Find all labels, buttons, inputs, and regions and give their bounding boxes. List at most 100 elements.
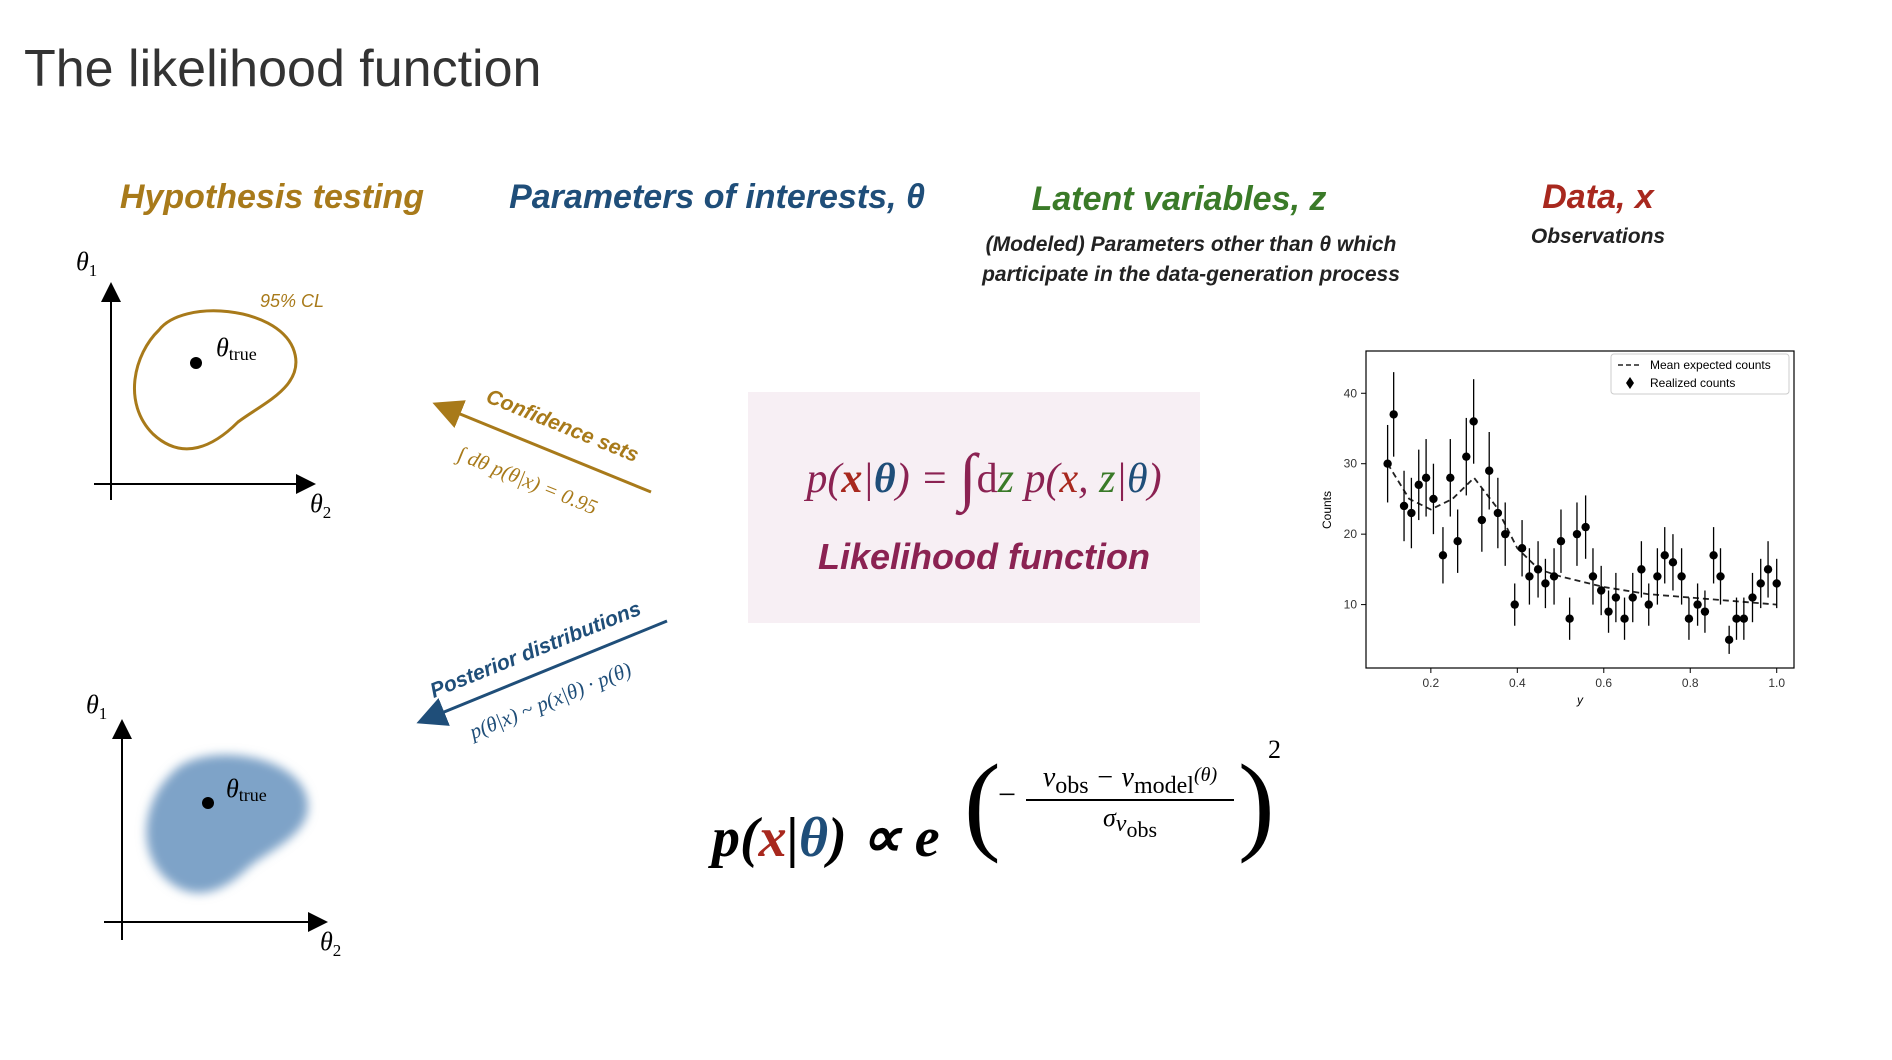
data-point xyxy=(1389,410,1398,419)
column-title: Data, x xyxy=(1542,178,1656,216)
expected-curve xyxy=(1386,463,1777,606)
formula-part: z xyxy=(997,456,1014,502)
subscript: 1 xyxy=(89,261,98,280)
data-point xyxy=(1525,572,1534,581)
counts-plot: Counts y Mean expected counts Realized c… xyxy=(1320,350,1795,707)
data-point xyxy=(1533,565,1543,574)
data-point xyxy=(1541,579,1550,588)
arrow xyxy=(416,619,668,726)
data-point xyxy=(1628,593,1637,602)
data-point xyxy=(1556,537,1566,546)
data-point xyxy=(1438,551,1448,560)
numerator: vobs − vmodel(θ) xyxy=(1043,762,1218,799)
symbol: θ xyxy=(320,927,333,956)
data-point xyxy=(1700,607,1710,616)
data-point xyxy=(1469,417,1478,426)
data-point xyxy=(1572,529,1582,539)
column-title: Latent variables, z xyxy=(1032,180,1327,218)
formula-part: | xyxy=(1115,456,1127,502)
data-point xyxy=(1644,600,1653,609)
minus: − xyxy=(998,776,1016,812)
y-tick-label: 20 xyxy=(1344,527,1358,541)
legend-label: Mean expected counts xyxy=(1650,358,1771,372)
data-point xyxy=(1684,614,1694,623)
formula-part: x xyxy=(758,807,787,869)
data-point xyxy=(1453,537,1462,546)
formula-part: obs xyxy=(1126,817,1157,842)
power: 2 xyxy=(1268,735,1281,764)
data-point xyxy=(1604,607,1613,616)
confidence-region xyxy=(132,309,298,451)
data-point xyxy=(1517,544,1527,553)
legend xyxy=(1610,353,1790,395)
symbol: θ xyxy=(310,489,323,518)
formula-part: x xyxy=(840,456,862,502)
data-point xyxy=(1462,452,1471,461)
likelihood-caption: Likelihood function xyxy=(818,536,1150,577)
true-point xyxy=(202,797,214,809)
formula-part: (θ) xyxy=(1194,764,1217,786)
subscript: 2 xyxy=(333,941,342,960)
y-tick-label: 40 xyxy=(1344,386,1358,400)
top-diagram: θ1 θ2 θtrue 95% CL xyxy=(76,247,331,522)
formula-part: − v xyxy=(1089,762,1135,793)
formula-part: v xyxy=(1043,762,1056,793)
formula-part: ) = xyxy=(894,456,959,502)
symbol: θ xyxy=(86,690,99,719)
proportional-formula: p(x|θ) ∝ e ( − vobs − vmodel(θ) σvobs ) … xyxy=(708,735,1281,869)
axis-label: θ2 xyxy=(320,927,341,960)
region-label: 95% CL xyxy=(260,291,324,311)
formula-part: obs xyxy=(1055,773,1088,799)
data-point xyxy=(1748,593,1757,602)
data-point xyxy=(1414,480,1423,490)
data-point xyxy=(1446,473,1455,482)
x-tick-label: 0.8 xyxy=(1682,676,1699,690)
point-label: θtrue xyxy=(216,333,257,364)
data-point xyxy=(1653,572,1662,581)
data-point xyxy=(1549,572,1559,581)
formula-part: p( xyxy=(1014,456,1063,502)
bottom-diagram: θ1 θ2 θtrue xyxy=(86,690,341,960)
data-point xyxy=(1739,614,1749,623)
posterior-region xyxy=(146,754,308,893)
formula-part: θ xyxy=(799,807,828,869)
formula-part: ) ∝ e xyxy=(823,807,940,869)
subscript: true xyxy=(229,344,257,364)
column-description: participate in the data-generation proce… xyxy=(981,263,1400,286)
symbol: θ xyxy=(216,333,229,362)
y-tick-label: 30 xyxy=(1344,457,1358,471)
formula-part: ∫ xyxy=(955,441,980,516)
y-tick-label: 10 xyxy=(1344,598,1358,612)
true-point xyxy=(190,357,202,369)
data-point xyxy=(1611,593,1621,602)
legend-swatch xyxy=(1626,377,1634,389)
data-point xyxy=(1493,508,1503,518)
data-point xyxy=(1732,614,1741,623)
data-point xyxy=(1693,600,1702,609)
data-point xyxy=(1565,614,1574,623)
data-point xyxy=(1477,515,1487,525)
data-point xyxy=(1724,635,1734,645)
data-point xyxy=(1581,522,1590,532)
data-point xyxy=(1485,466,1494,475)
y-axis-label: Counts xyxy=(1320,491,1334,529)
x-tick-label: 1.0 xyxy=(1768,676,1785,690)
data-point xyxy=(1637,565,1646,574)
formula-part: σ xyxy=(1103,803,1117,832)
formula-part: x xyxy=(1058,456,1078,502)
axis-label: θ1 xyxy=(86,690,107,723)
data-point xyxy=(1588,572,1598,581)
paren: ) xyxy=(1238,742,1275,864)
formula-part: d xyxy=(977,456,998,502)
paren: ( xyxy=(964,742,1001,864)
plot-frame xyxy=(1365,350,1795,669)
subscript: true xyxy=(239,785,267,805)
slide-title: The likelihood function xyxy=(24,40,541,98)
x-tick-label: 0.6 xyxy=(1595,676,1612,690)
symbol: θ xyxy=(226,774,239,803)
x-tick-label: 0.4 xyxy=(1509,676,1526,690)
formula-part: v xyxy=(1116,811,1127,837)
formula-part: model xyxy=(1134,773,1194,799)
